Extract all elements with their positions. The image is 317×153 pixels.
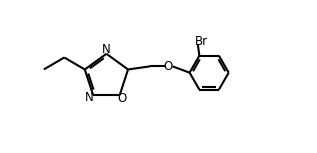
Text: O: O <box>164 60 173 73</box>
Text: O: O <box>117 92 126 105</box>
Text: Br: Br <box>194 35 208 48</box>
Text: N: N <box>102 43 111 56</box>
Text: N: N <box>85 91 93 104</box>
